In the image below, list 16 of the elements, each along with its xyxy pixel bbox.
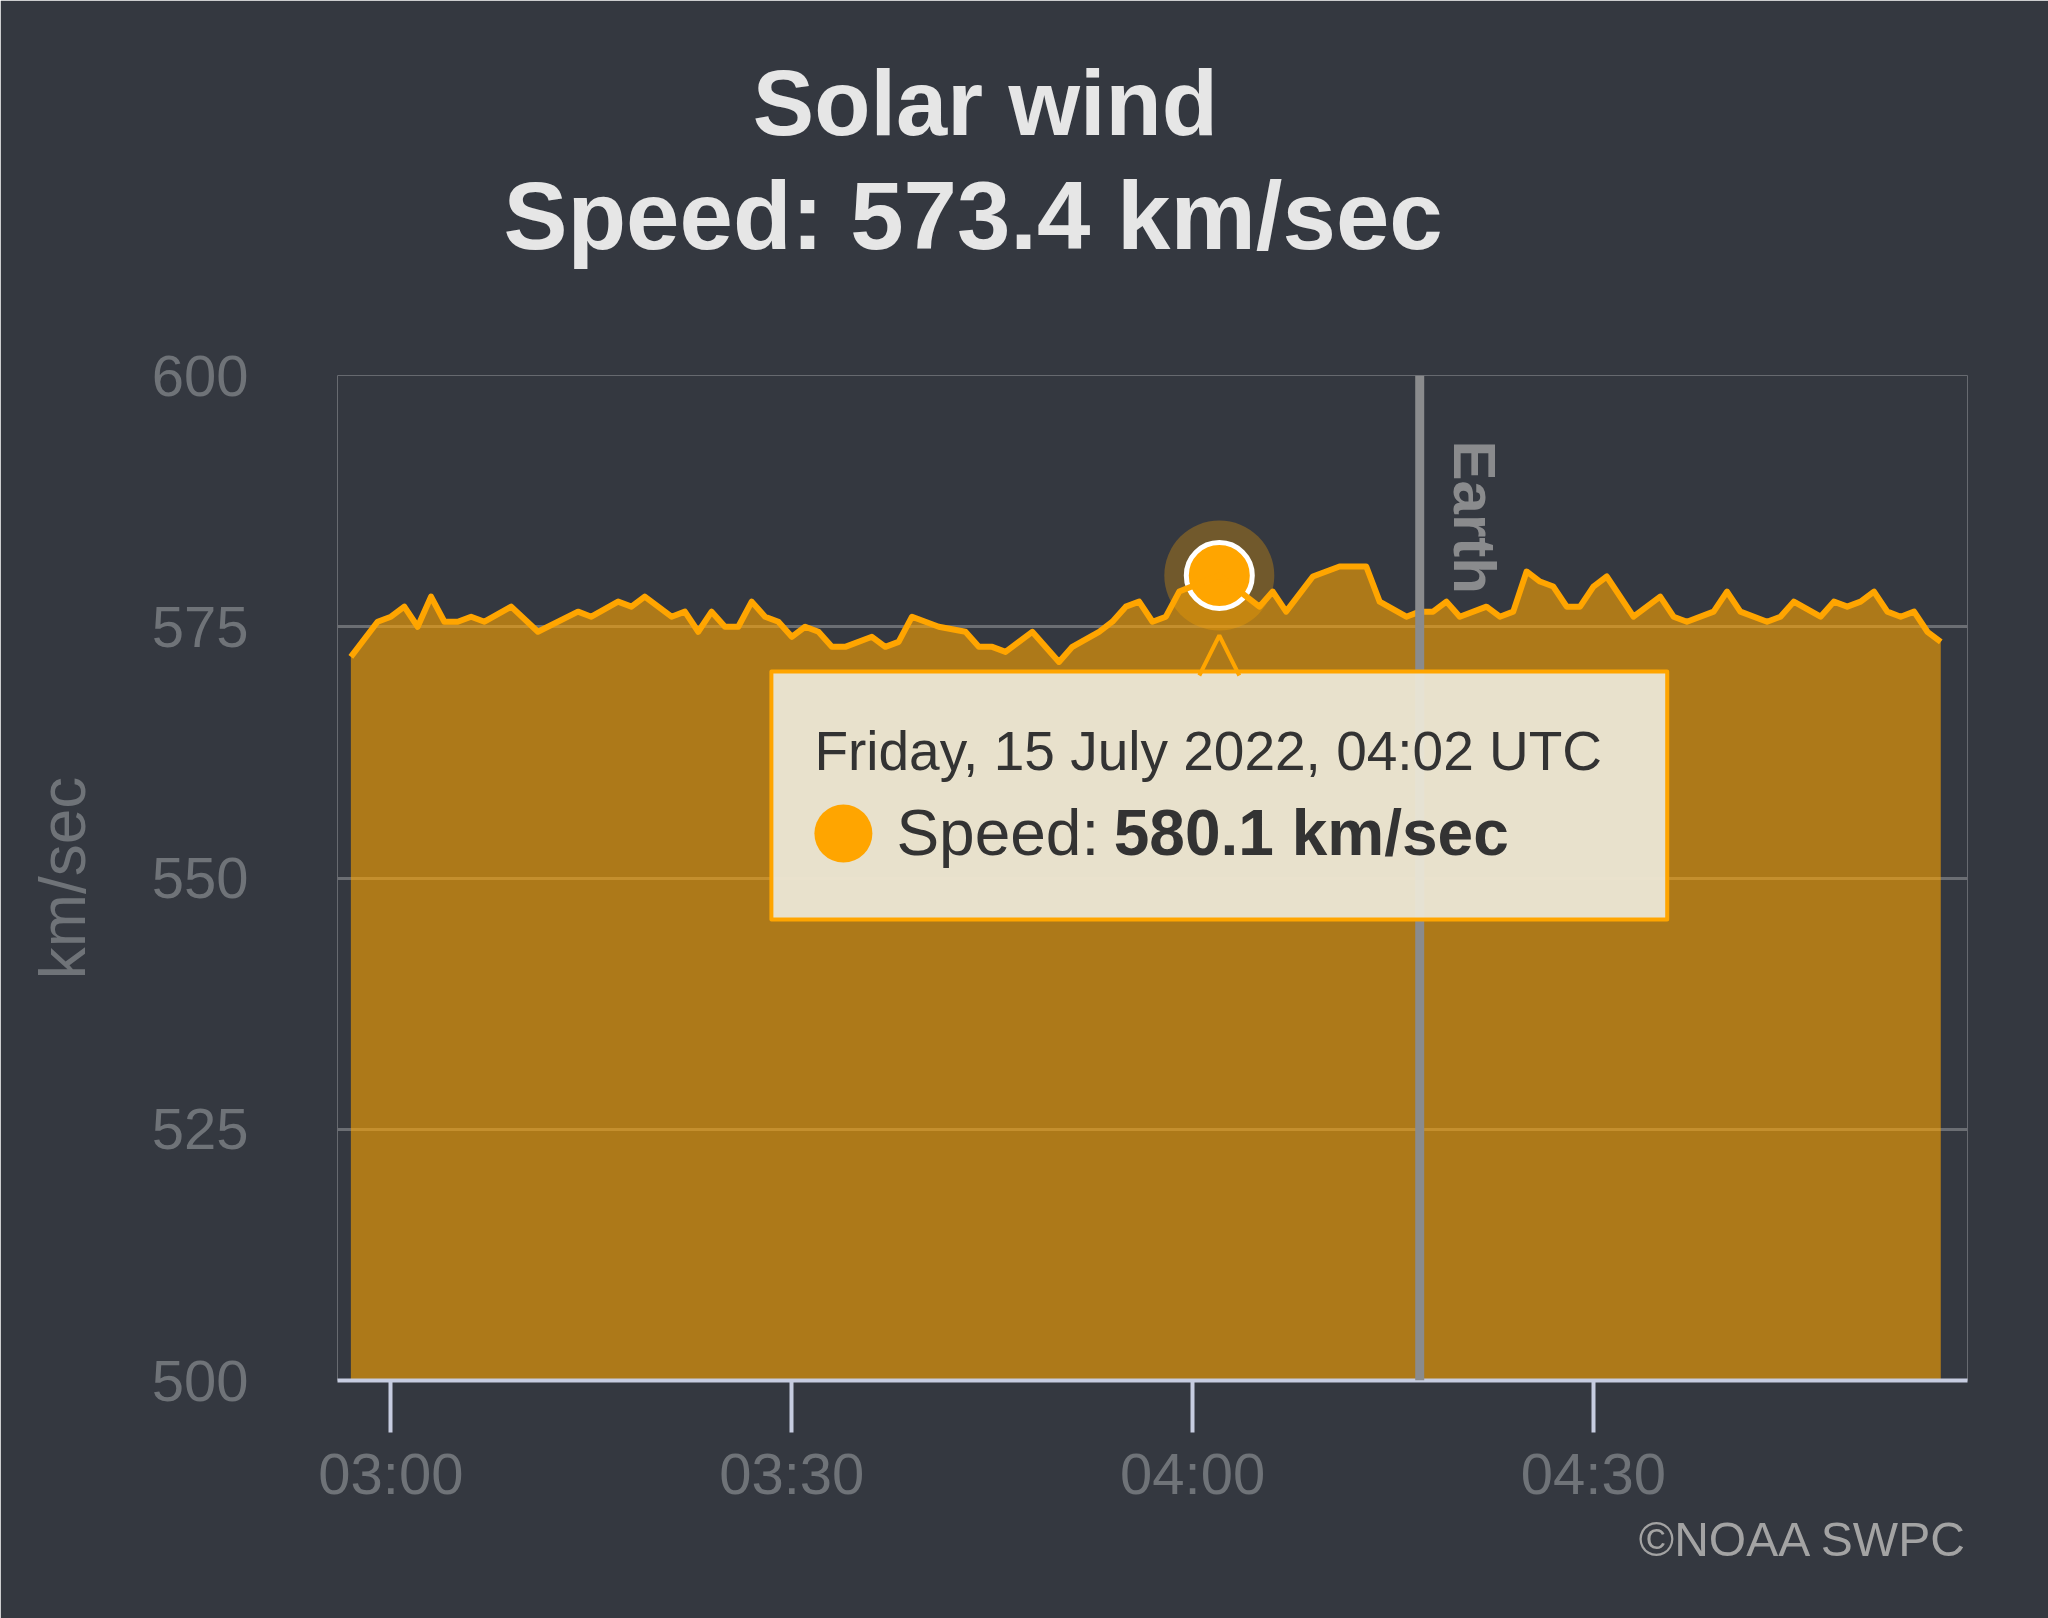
y-axis-title: km/sec bbox=[26, 776, 99, 980]
x-tick-label: 04:30 bbox=[1520, 1440, 1666, 1506]
y-tick-label: 600 bbox=[151, 342, 249, 408]
ref-line-label: Earth bbox=[1441, 440, 1509, 594]
y-tick-label: 575 bbox=[151, 593, 249, 659]
text: ©NOAA SWPC bbox=[1638, 1512, 1965, 1566]
chart-title: Solar wind bbox=[752, 51, 1219, 154]
chart-subtitle: Speed: 573.4 km/sec bbox=[503, 162, 1443, 269]
y-tick-label: 550 bbox=[151, 845, 249, 910]
annotation: Friday, 15 July 2022, 04:02 UTC bbox=[814, 720, 1603, 783]
y-tick-label: 500 bbox=[151, 1347, 249, 1413]
x-tick-label: 03:00 bbox=[318, 1440, 464, 1506]
x-tick-label: 04:00 bbox=[1120, 1440, 1266, 1506]
x-tick-label: 03:30 bbox=[719, 1440, 865, 1506]
y-tick-label: 525 bbox=[151, 1096, 249, 1162]
annotation: Speed: 580.1 km/sec bbox=[896, 797, 1509, 870]
